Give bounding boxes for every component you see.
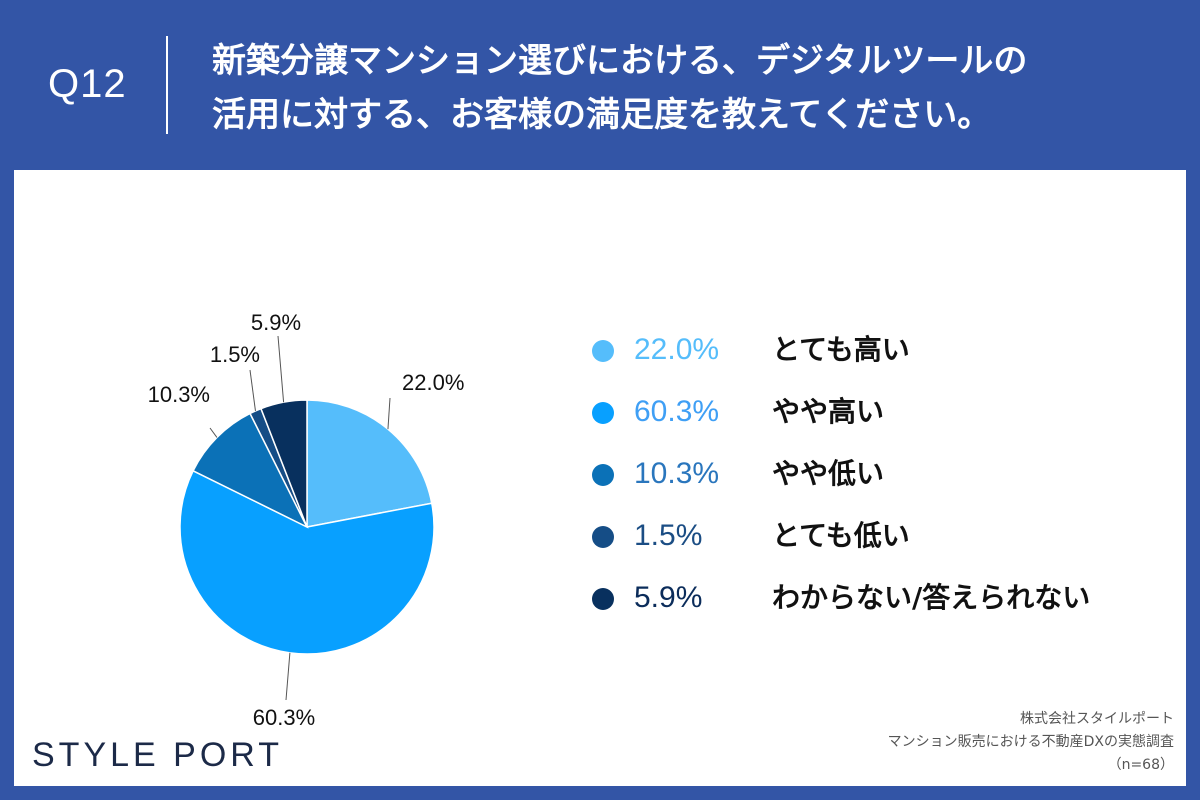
legend-label-0: とても高い bbox=[772, 333, 910, 366]
legend-item-1: 60.3% やや高い bbox=[592, 392, 1152, 432]
pie-leader-line-3 bbox=[249, 369, 256, 411]
pie-leader-line-1 bbox=[285, 652, 291, 701]
pie-data-label-4: 5.9% bbox=[251, 310, 301, 335]
legend-label-1: やや高い bbox=[772, 395, 885, 428]
legend-swatch-4 bbox=[592, 588, 614, 610]
pie-slice-0 bbox=[306, 399, 433, 528]
source-survey: マンション販売における不動産DXの実態調査 bbox=[887, 734, 1174, 750]
question-number: Q12 bbox=[48, 62, 127, 106]
pie-chart: 22.0% 60.3% 10.3%1.5% 5.9% bbox=[148, 310, 465, 730]
legend-swatch-1 bbox=[592, 402, 614, 424]
legend-swatch-0 bbox=[592, 340, 614, 362]
legend-value-2: 10.3% bbox=[634, 457, 720, 490]
question-title-line-1: 新築分譲マンション選びにおける、デジタルツールの bbox=[212, 41, 1028, 81]
header: Q12 新築分譲マンション選びにおける、デジタルツールの 活用に対する、お客様の… bbox=[0, 0, 1200, 170]
legend-label-3: とても低い bbox=[772, 519, 910, 552]
brand-logo: STYLE PORT bbox=[32, 736, 283, 774]
legend-item-0: 22.0% とても高い bbox=[592, 330, 1152, 370]
pie-slice-2 bbox=[192, 412, 309, 529]
pie-data-label-2: 10.3% bbox=[148, 382, 210, 407]
legend-value-1: 60.3% bbox=[634, 395, 720, 428]
legend-item-3: 1.5% とても低い bbox=[592, 516, 1152, 556]
pie-slice-4 bbox=[260, 399, 308, 528]
pie-leader-line-4 bbox=[277, 335, 285, 403]
chart-panel: 22.0% 60.3% 10.3% 1.5% 5.9% 22.0% とても高い 60.3% や… bbox=[14, 170, 1186, 786]
legend-label-4: わからない/答えられない bbox=[772, 581, 1091, 614]
legend-value-4: 5.9% bbox=[634, 581, 703, 614]
pie-data-label-1: 60.3% bbox=[253, 705, 315, 730]
question-title: 新築分譲マンション選びにおける、デジタルツールの 活用に対する、お客様の満足度を… bbox=[212, 34, 1112, 142]
legend-label-2: やや低い bbox=[772, 457, 885, 490]
legend-value-3: 1.5% bbox=[634, 519, 703, 552]
legend-swatch-3 bbox=[592, 526, 614, 548]
header-divider bbox=[166, 36, 168, 134]
legend-item-2: 10.3% やや低い bbox=[592, 454, 1152, 494]
question-title-line-2: 活用に対する、お客様の満足度を教えてください。 bbox=[212, 95, 992, 135]
legend-item-4: 5.9% わからない/答えられない bbox=[592, 578, 1152, 618]
legend-swatch-2 bbox=[592, 464, 614, 486]
pie-data-label-0: 22.0% bbox=[402, 370, 464, 395]
pie-leader-line-0 bbox=[387, 397, 391, 430]
pie-leader-line-2 bbox=[209, 427, 218, 438]
source-note: 株式会社スタイルポート マンション販売における不動産DXの実態調査 （n=68） bbox=[888, 708, 1174, 777]
source-company: 株式会社スタイルポート bbox=[1020, 711, 1174, 727]
pie-data-label-3: 1.5% bbox=[210, 342, 260, 367]
sample-size: （n=68） bbox=[1107, 757, 1174, 773]
legend-value-0: 22.0% bbox=[634, 333, 720, 366]
